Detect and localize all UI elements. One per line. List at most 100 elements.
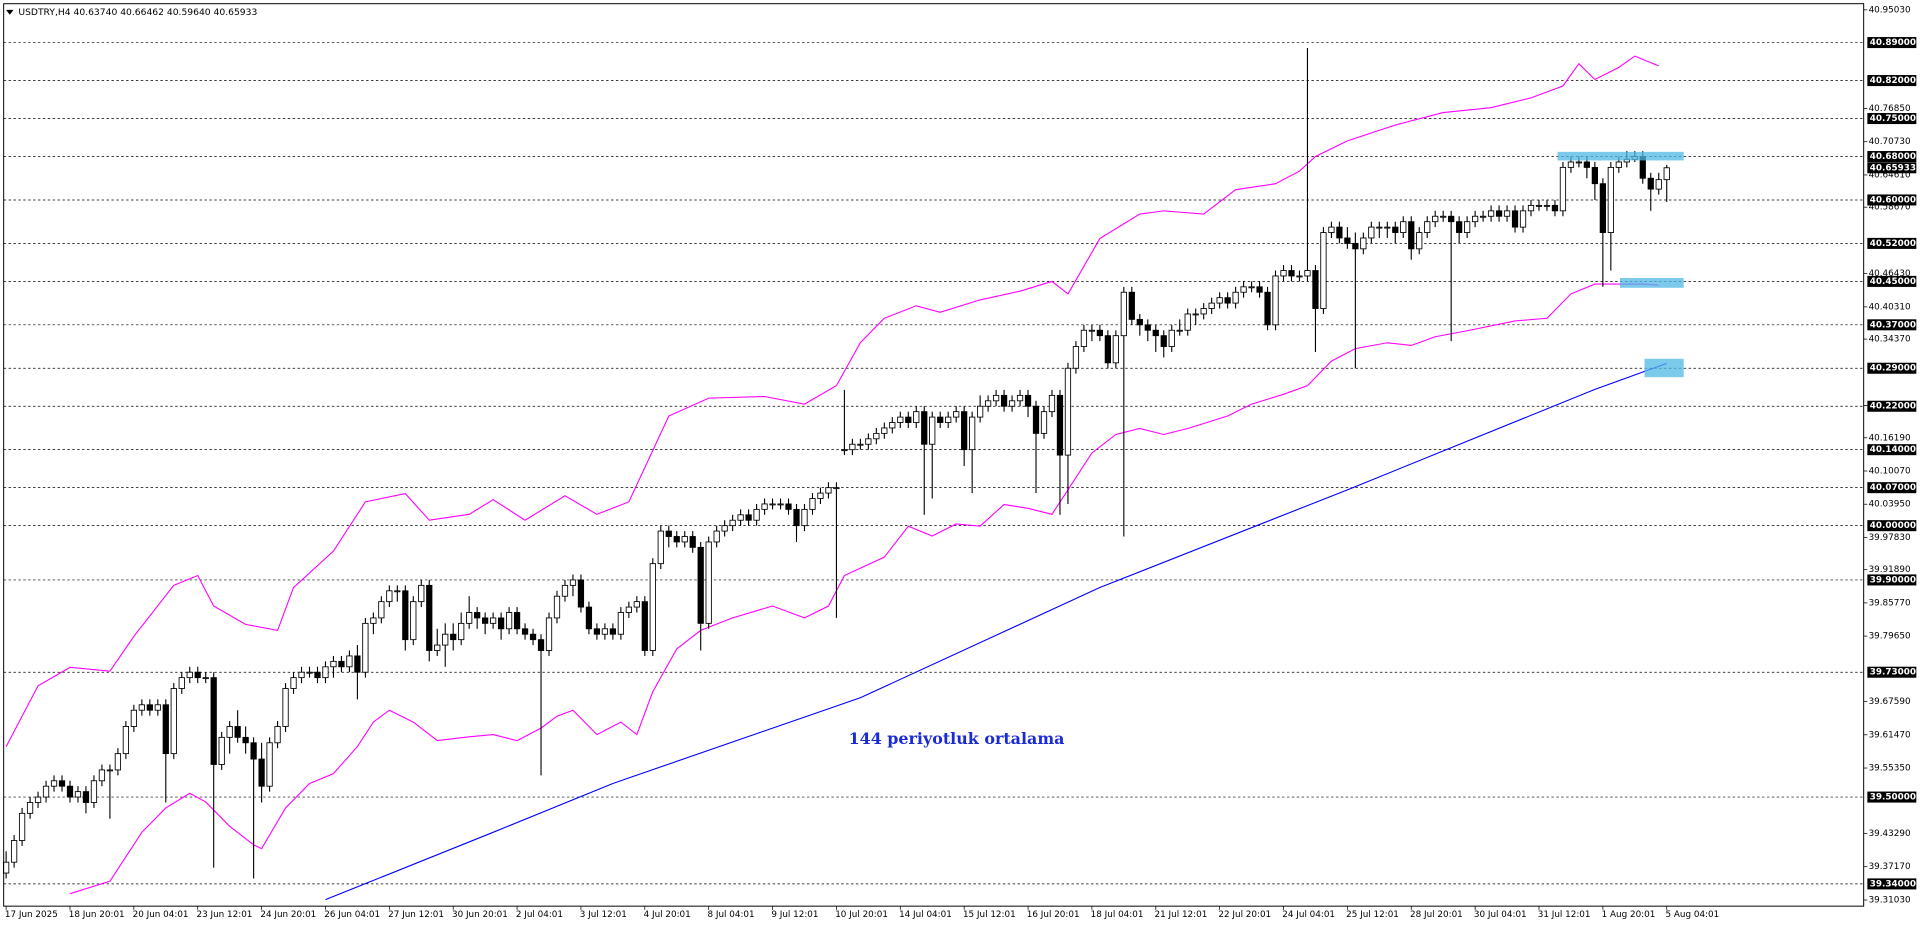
candle-body xyxy=(266,742,273,787)
y-tick-label: 39.79650 xyxy=(1869,632,1911,642)
candle-body xyxy=(482,617,489,624)
candle-body xyxy=(513,612,521,630)
level-label: 40.68000 xyxy=(1870,152,1916,162)
x-tick-label: 10 Jul 20:01 xyxy=(835,910,888,920)
x-tick-label: 28 Jul 20:01 xyxy=(1410,910,1463,920)
candle-body xyxy=(609,628,617,635)
y-tick-label: 40.58670 xyxy=(1869,203,1911,213)
price-label-box xyxy=(1867,162,1917,174)
candle-body xyxy=(1240,286,1247,293)
candle-body xyxy=(529,633,537,641)
candle-body xyxy=(1016,394,1024,402)
candle-body xyxy=(873,432,880,440)
candle-body xyxy=(1344,237,1351,244)
candle-body xyxy=(1408,221,1415,250)
y-tick-label: 39.67590 xyxy=(1869,697,1911,707)
candle-body xyxy=(34,796,42,803)
y-tick-label: 40.34370 xyxy=(1869,335,1911,345)
x-tick-label: 16 Jul 20:01 xyxy=(1027,910,1080,920)
candle-body xyxy=(1200,308,1207,315)
candle-body xyxy=(130,709,137,727)
level-label: 39.90000 xyxy=(1870,575,1916,585)
price-label: 40.65933 xyxy=(1870,163,1916,173)
level-label: 40.22000 xyxy=(1870,402,1916,412)
candle-body xyxy=(969,416,976,451)
candle-body xyxy=(945,416,952,423)
candle-body xyxy=(1184,313,1191,331)
candle-body xyxy=(753,508,760,521)
candle-body xyxy=(1543,204,1551,207)
level-label: 39.34000 xyxy=(1870,879,1916,889)
candle-body xyxy=(1464,221,1471,233)
menu-arrow[interactable] xyxy=(6,9,14,15)
level-label: 40.37000 xyxy=(1870,320,1916,330)
candle-body xyxy=(992,394,1000,402)
candle-body xyxy=(857,443,864,446)
candle-body xyxy=(745,514,752,521)
level-label-box xyxy=(1867,75,1917,87)
level-label-box xyxy=(1867,37,1917,49)
level-label-box xyxy=(1867,482,1917,494)
x-tick-label: 21 Jul 12:01 xyxy=(1155,910,1208,920)
candle-body xyxy=(74,791,82,798)
level-label: 40.14000 xyxy=(1870,445,1916,455)
candle-body xyxy=(1384,226,1391,229)
x-tick-label: 3 Jul 12:01 xyxy=(580,910,627,920)
x-tick-label: 8 Jul 04:01 xyxy=(707,910,754,920)
candle-body xyxy=(897,416,904,423)
x-tick-label: 26 Jun 04:01 xyxy=(324,910,380,920)
candle-body xyxy=(1120,291,1127,337)
candle-body xyxy=(1487,210,1495,217)
candle-body xyxy=(1511,210,1519,228)
candle-body xyxy=(458,622,465,641)
level-label-box xyxy=(1867,237,1917,249)
level-label: 40.89000 xyxy=(1870,38,1916,48)
candle-body xyxy=(1272,275,1279,326)
level-label-box xyxy=(1867,275,1917,287)
candle-body xyxy=(306,671,313,674)
candle-body xyxy=(545,617,553,651)
candle-body xyxy=(1064,367,1072,456)
candle-body xyxy=(442,633,449,646)
candle-body xyxy=(961,411,968,451)
candle-body xyxy=(1264,291,1271,326)
candle-body xyxy=(1495,210,1503,217)
candle-body xyxy=(2,861,10,874)
candle-body xyxy=(98,769,106,782)
candle-body xyxy=(1424,221,1431,233)
y-tick-label: 40.10070 xyxy=(1869,466,1911,476)
candle-body xyxy=(889,422,896,429)
candle-body xyxy=(1144,324,1151,331)
candle-body xyxy=(617,612,624,635)
x-tick-label: 24 Jul 04:01 xyxy=(1282,910,1335,920)
candle-body xyxy=(10,840,18,863)
candle-body xyxy=(18,812,26,841)
candle-body xyxy=(1368,226,1375,239)
candle-body xyxy=(681,536,688,543)
candle-body xyxy=(1104,335,1111,364)
level-label-box xyxy=(1867,666,1917,678)
y-tick-label: 40.70730 xyxy=(1869,137,1911,147)
candle-body xyxy=(841,449,848,452)
candle-body xyxy=(314,671,321,679)
y-tick-label: 40.03950 xyxy=(1869,500,1911,510)
candle-body xyxy=(298,671,305,679)
candle-body xyxy=(1352,242,1359,250)
candle-body xyxy=(561,584,569,597)
candle-body xyxy=(769,503,776,506)
candle-body xyxy=(114,753,122,771)
candle-body xyxy=(984,400,992,407)
candle-body xyxy=(649,563,656,651)
candle-body xyxy=(66,785,74,798)
candle-body xyxy=(1280,270,1287,277)
candle-body xyxy=(1136,318,1143,326)
candle-body xyxy=(1527,204,1535,212)
y-tick-label: 39.97830 xyxy=(1869,533,1911,543)
candle-body xyxy=(490,617,497,624)
highlight-zone xyxy=(1557,151,1684,161)
candle-body xyxy=(1112,335,1119,364)
candle-body xyxy=(82,791,90,803)
candle-body xyxy=(138,704,145,711)
candle-body xyxy=(689,536,696,548)
candle-body xyxy=(434,644,441,651)
